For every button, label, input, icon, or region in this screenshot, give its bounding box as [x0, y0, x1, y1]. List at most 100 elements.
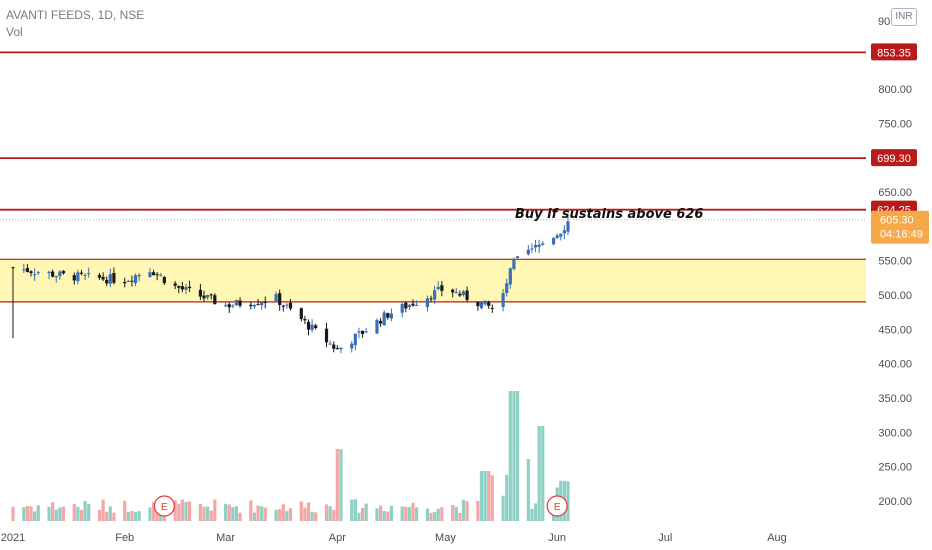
volume-bar [451, 504, 455, 521]
volume-bar [530, 508, 534, 521]
candle-body [155, 274, 159, 276]
time-tick-label: 2021 [1, 532, 25, 544]
candle-body [335, 348, 339, 350]
candle-body [425, 298, 430, 308]
candle-body [501, 293, 505, 308]
earnings-marker-label: E [554, 502, 561, 513]
currency-button[interactable]: INR [891, 8, 917, 26]
volume-bar [415, 507, 419, 521]
time-tick-label: Apr [329, 532, 346, 544]
volume-bar [299, 501, 303, 521]
candle-body [278, 293, 282, 305]
volume-bar [213, 499, 217, 521]
candle-body [436, 286, 440, 290]
volume-bar [54, 509, 58, 521]
candle-body [11, 267, 15, 269]
candle-body [33, 274, 37, 276]
time-axis[interactable]: 2021 Feb Mar Apr May Jun Jul Aug [1, 532, 787, 544]
volume-bar [162, 512, 166, 521]
price-tick-label: 250.00 [878, 462, 912, 474]
volume-bar [378, 505, 383, 521]
volume-bar [177, 503, 181, 521]
candle-body [234, 300, 239, 306]
candle-body [72, 275, 76, 281]
candle-body [526, 249, 530, 255]
time-tick-label: Jul [658, 532, 672, 544]
candle-body [299, 308, 303, 320]
volume-bar [400, 506, 404, 521]
volume-bar [350, 499, 354, 521]
candle-body [515, 256, 520, 259]
volume-bar [490, 475, 494, 521]
volume-bar [198, 503, 202, 521]
volume-bar [61, 506, 66, 521]
volume-bar [206, 506, 210, 521]
candle-body [487, 302, 491, 306]
candle-body [25, 268, 30, 272]
volume-bar [184, 501, 188, 521]
volume-bar [29, 506, 33, 521]
candle-body [324, 328, 329, 343]
volume-bar [306, 502, 311, 521]
candle-body [281, 305, 285, 307]
candle-body [378, 320, 383, 324]
symbol-title[interactable]: AVANTI FEEDS, 1D, NSE [6, 8, 145, 22]
volume-bar [382, 510, 386, 521]
candle-body [306, 321, 311, 330]
volume-bar [465, 501, 469, 521]
volume-bar [72, 503, 76, 521]
candle-body [285, 304, 289, 306]
volume-bar [461, 499, 466, 521]
volume-bar [429, 512, 433, 521]
volume-bar [25, 506, 30, 521]
volume-bar [483, 471, 487, 521]
volume-bar [123, 500, 127, 521]
candles [11, 215, 570, 354]
volume-bar [227, 504, 231, 521]
volume-bar [274, 510, 278, 521]
candle-body [187, 286, 192, 289]
candle-body [224, 305, 228, 307]
volume-bar [310, 511, 314, 521]
last-price-value: 605.30 [880, 215, 914, 227]
last-price-box [871, 210, 929, 244]
candle-body [339, 347, 343, 350]
candle-body [537, 244, 541, 247]
volume-bar [505, 474, 509, 521]
volume-bar [339, 449, 343, 521]
price-tick-label: 90 [878, 16, 890, 28]
candle-body [274, 294, 278, 302]
candle-body [440, 285, 444, 291]
candle-body [530, 248, 534, 250]
volume-bar [515, 391, 520, 521]
candle-body [202, 295, 206, 299]
volume-bar [476, 500, 480, 521]
volume-bar [105, 511, 109, 521]
candle-body [505, 283, 509, 294]
volume-bar [479, 471, 484, 521]
volume-bar [51, 502, 55, 521]
level-price-label: 853.35 [877, 47, 911, 59]
annotation-text[interactable]: Buy if sustains above 626 [515, 207, 703, 222]
support-zone [0, 258, 866, 303]
earnings-marker[interactable] [546, 495, 568, 517]
candle-body [133, 275, 138, 284]
volume-bar [458, 512, 462, 521]
volume-bar [454, 506, 458, 521]
candle-body [58, 271, 62, 277]
volume-bar [433, 511, 437, 521]
price-axis[interactable]: 200.00 250.00 300.00 350.00 400.00 450.00 500.… [871, 16, 929, 508]
volume-bars [11, 391, 570, 521]
zone-fill [0, 259, 866, 302]
volume-bar [108, 506, 112, 521]
volume-bar [281, 504, 285, 521]
volume-label[interactable]: Vol [6, 25, 23, 39]
price-tick-label: 450.00 [878, 324, 912, 336]
candle-body [328, 343, 332, 345]
earnings-marker[interactable] [153, 495, 175, 517]
volume-bar [278, 509, 282, 521]
bar-countdown: 04:16:49 [880, 229, 923, 241]
